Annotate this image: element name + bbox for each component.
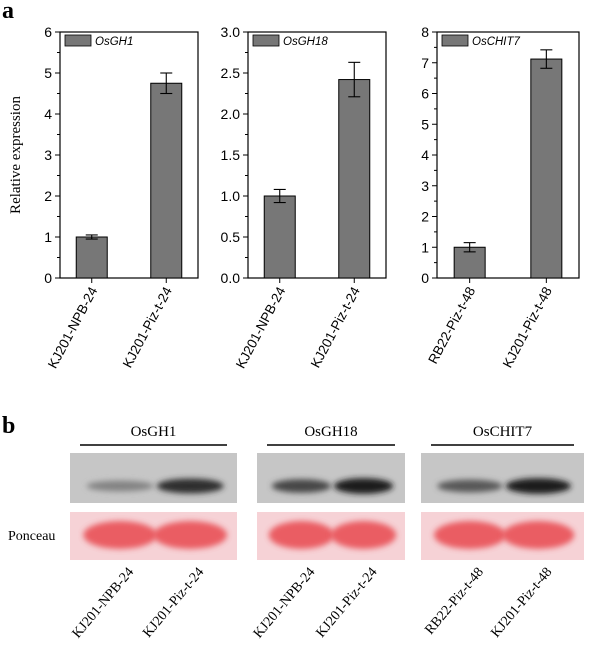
ponceau-band	[153, 521, 227, 549]
legend-label: OsGH1	[95, 36, 133, 48]
y-tick-label: 0	[44, 270, 52, 286]
legend-label: OsCHIT7	[472, 36, 521, 48]
blot-group-osgh1: OsGH1 KJ201-NPB-24 KJ201-Piz-t-24	[70, 424, 237, 641]
immunoblot	[70, 453, 237, 503]
y-tick-label: 2	[421, 209, 429, 225]
y-tick-label: 1.0	[221, 188, 241, 204]
x-tick-label: RB22-Piz-t-48	[425, 284, 478, 366]
legend-swatch	[252, 34, 280, 47]
legend-swatch	[64, 34, 92, 47]
y-tick-label: 1.5	[221, 147, 241, 163]
immunoblot	[257, 453, 405, 503]
y-tick-label: 1	[421, 239, 429, 255]
ponceau-row-label: Ponceau	[8, 529, 55, 544]
blot-header-label: OsGH18	[304, 424, 357, 440]
panel-b-label: b	[2, 413, 15, 439]
lane-label: KJ201-Piz-t-24	[140, 565, 207, 641]
protein-band	[437, 479, 503, 493]
protein-band	[505, 478, 571, 494]
y-tick-label: 0.0	[221, 270, 241, 286]
bar	[75, 236, 108, 279]
immunoblot	[421, 453, 584, 503]
chart-osgh18: 0.0 0.5 1.0 1.5 2.0 2.5 3.0 OsGH18 KJ201-NPB-24 K…	[221, 24, 387, 371]
y-tick-label: 6	[421, 86, 429, 102]
x-tick-label: KJ201-NPB-24	[233, 284, 289, 371]
ponceau-band	[83, 521, 157, 549]
y-tick-label: 6	[44, 24, 52, 40]
y-axis-label: Relative expression	[8, 96, 24, 214]
ponceau-band	[331, 521, 397, 549]
y-tick-label: 5	[421, 116, 429, 132]
y-tick-label: 0.5	[221, 229, 241, 245]
y-tick-label: 0	[421, 270, 429, 286]
bar	[150, 82, 183, 279]
y-tick-label: 8	[421, 24, 429, 40]
y-tick-label: 2	[44, 188, 52, 204]
legend-swatch	[441, 34, 469, 47]
lane-label: KJ201-NPB-24	[70, 565, 137, 641]
x-tick-label: KJ201-Piz-t-48	[500, 284, 555, 370]
x-tick-label: KJ201-Piz-t-24	[308, 284, 363, 370]
y-tick-label: 2.0	[221, 106, 241, 122]
blot-group-oschit7: OsCHIT7 RB22-Piz-t-48 KJ201-Piz-t-48	[421, 424, 584, 641]
y-tick-label: 5	[44, 65, 52, 81]
y-tick-label: 4	[44, 106, 52, 122]
y-tick-label: 7	[421, 55, 429, 71]
y-tick-label: 1	[44, 229, 52, 245]
panel-a-label: a	[2, 0, 14, 24]
bar	[263, 195, 296, 279]
y-tick-label: 3	[421, 178, 429, 194]
bar	[530, 58, 563, 279]
y-tick-label: 4	[421, 147, 429, 163]
y-tick-label: 2.5	[221, 65, 241, 81]
y-tick-label: 3.0	[221, 24, 241, 40]
chart-oschit7: 0 1 2 3 4 5 6 7 8 OsCHIT7 RB22-Piz-t-48 KJ201-Piz-t…	[421, 24, 580, 370]
legend-label: OsGH18	[283, 36, 328, 48]
lane-label: RB22-Piz-t-48	[422, 565, 486, 638]
protein-band	[271, 479, 331, 493]
blot-header-label: OsCHIT7	[473, 424, 533, 440]
lane-label: KJ201-Piz-t-24	[314, 565, 381, 641]
bar	[338, 79, 371, 279]
protein-band	[86, 480, 154, 492]
y-tick-label: 3	[44, 147, 52, 163]
lane-label: KJ201-NPB-24	[251, 565, 318, 641]
lane-label: KJ201-Piz-t-48	[488, 565, 555, 641]
chart-osgh1: 0 1 2 3 4 5 6 OsGH1 KJ201-NPB-24 KJ201-Piz-t-24	[44, 24, 199, 371]
ponceau-band	[268, 521, 334, 549]
protein-band	[333, 478, 394, 494]
protein-band	[156, 478, 224, 494]
blot-header-label: OsGH1	[131, 424, 177, 440]
ponceau-band	[434, 521, 506, 549]
x-tick-label: KJ201-Piz-t-24	[120, 284, 175, 370]
x-tick-label: KJ201-NPB-24	[45, 284, 101, 371]
ponceau-band	[502, 521, 575, 549]
